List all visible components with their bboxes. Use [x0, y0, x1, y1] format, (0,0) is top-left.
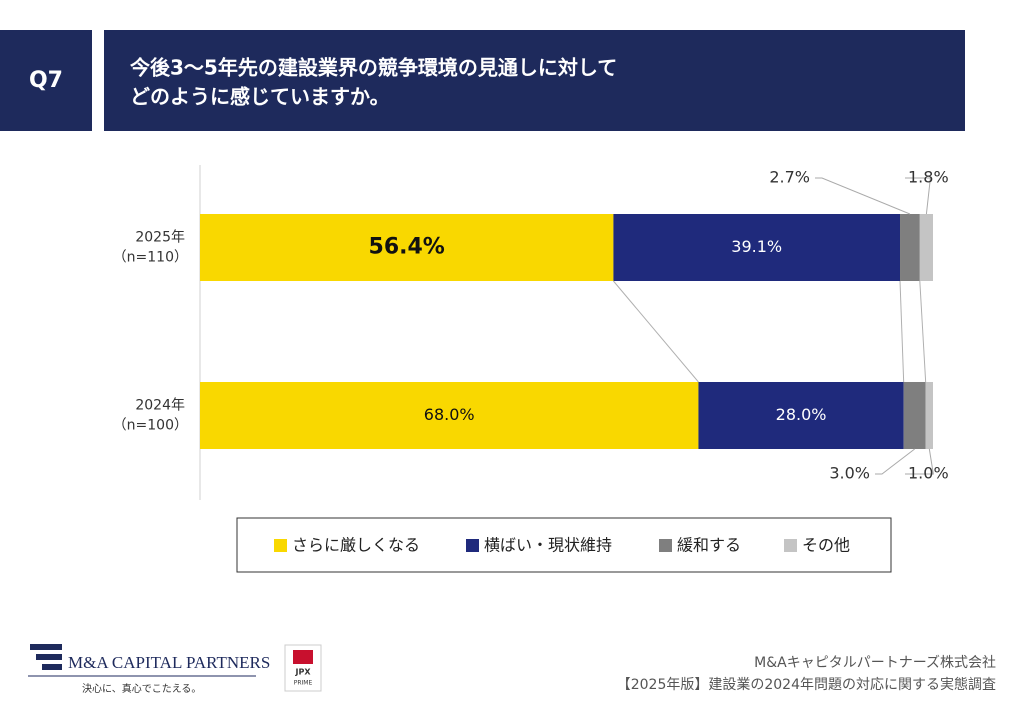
connector-line	[613, 280, 699, 383]
legend-label: その他	[802, 536, 850, 555]
leader-line	[905, 177, 931, 215]
report-title: 【2025年版】建設業の2024年問題の対応に関する実態調査	[617, 677, 996, 693]
value-label: 56.4%	[369, 235, 445, 260]
sample-size: （n=110）	[113, 250, 188, 266]
bar-segment	[900, 214, 920, 281]
value-label: 3.0%	[829, 464, 870, 483]
logo-name: M&A CAPITAL PARTNERS	[68, 653, 270, 672]
connector-line	[919, 280, 927, 383]
badge-text: PRIME	[294, 680, 313, 687]
logo-mark	[30, 644, 62, 670]
question-text: どのように感じていますか。	[130, 85, 390, 109]
bar-segment	[925, 382, 933, 449]
badge-text: JPX	[294, 668, 311, 677]
legend-label: さらに厳しくなる	[292, 536, 420, 555]
leader-line	[815, 177, 911, 215]
title-box	[104, 30, 965, 131]
legend-label: 横ばい・現状維持	[484, 536, 612, 555]
legend-box	[236, 517, 892, 573]
bar-segment	[200, 382, 699, 449]
bar-segment	[698, 382, 904, 449]
bar-segment	[903, 382, 926, 449]
legend-swatch	[466, 539, 479, 552]
number-box	[0, 30, 92, 131]
connector-line	[899, 280, 905, 383]
legend-swatch	[274, 539, 287, 552]
bar-segment	[919, 214, 933, 281]
sample-size: （n=100）	[113, 418, 188, 434]
bar-segment	[200, 214, 614, 281]
value-label: 2.7%	[769, 168, 810, 187]
company: M&Aキャピタルパートナーズ株式会社	[754, 655, 996, 671]
category-label: 2024年	[135, 398, 185, 414]
leader-line	[875, 448, 915, 475]
leader-line	[905, 448, 934, 475]
legend-label: 緩和する	[677, 536, 741, 555]
question-text: 今後3～5年先の建設業界の競争環境の見通しに対して	[130, 56, 617, 80]
category-label: 2025年	[135, 230, 185, 246]
badge	[284, 644, 322, 692]
bar-segment	[613, 214, 901, 281]
value-label: 1.0%	[908, 464, 949, 483]
logo: M&A CAPITAL PARTNERS 決心に、真心でこたえる。 JPX PR…	[28, 644, 322, 695]
value-label: 39.1%	[731, 237, 782, 256]
value-label: 28.0%	[776, 405, 827, 424]
value-label: 1.8%	[908, 168, 949, 187]
legend-swatch	[784, 539, 797, 552]
legend-swatch	[659, 539, 672, 552]
question-number: Q7	[29, 68, 63, 93]
logo-tagline: 決心に、真心でこたえる。	[82, 682, 201, 695]
badge-mark	[293, 650, 313, 664]
value-label: 68.0%	[424, 405, 475, 424]
